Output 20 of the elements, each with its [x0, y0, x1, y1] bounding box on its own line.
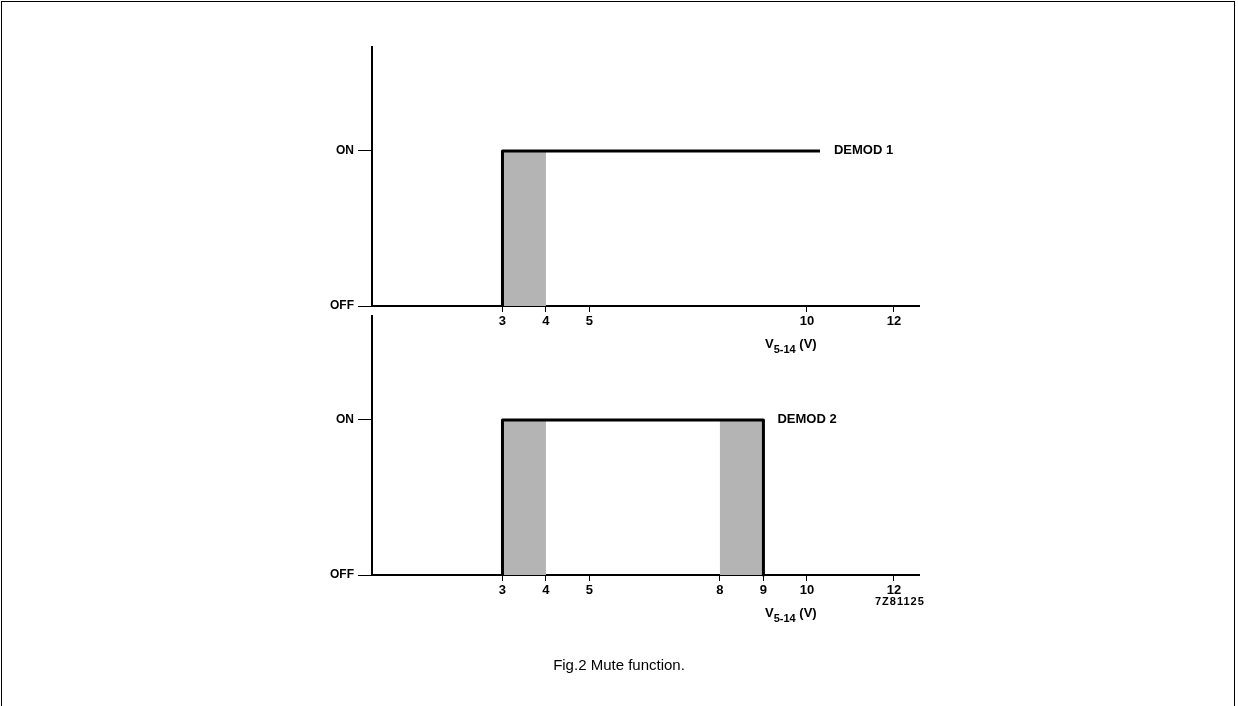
x-tick-label: 12: [886, 313, 902, 329]
series-label: DEMOD 2: [777, 411, 837, 427]
x-tick-label: 4: [542, 582, 551, 598]
x-tick-label: 8: [716, 582, 724, 598]
x-tick-label: 12: [886, 582, 902, 598]
x-tick-label: 3: [498, 313, 507, 329]
text: 7Z81125: [875, 595, 925, 607]
category-label: ON: [336, 412, 354, 427]
x-tick-label: 4: [542, 313, 551, 329]
series-label: DEMOD 1: [833, 142, 894, 158]
x-tick-label: 5: [585, 313, 594, 329]
x-tick-label: 3: [498, 582, 507, 598]
category-label: ON: [336, 143, 354, 158]
category-label: OFF: [330, 298, 354, 313]
category-label: OFF: [330, 567, 354, 582]
x-tick-label: 5: [585, 582, 594, 598]
x-tick-label: 10: [799, 582, 815, 598]
x-tick-label: 9: [759, 582, 768, 598]
caption: Fig.2 Mute function.: [552, 656, 686, 673]
x-tick-label: 10: [799, 313, 815, 329]
